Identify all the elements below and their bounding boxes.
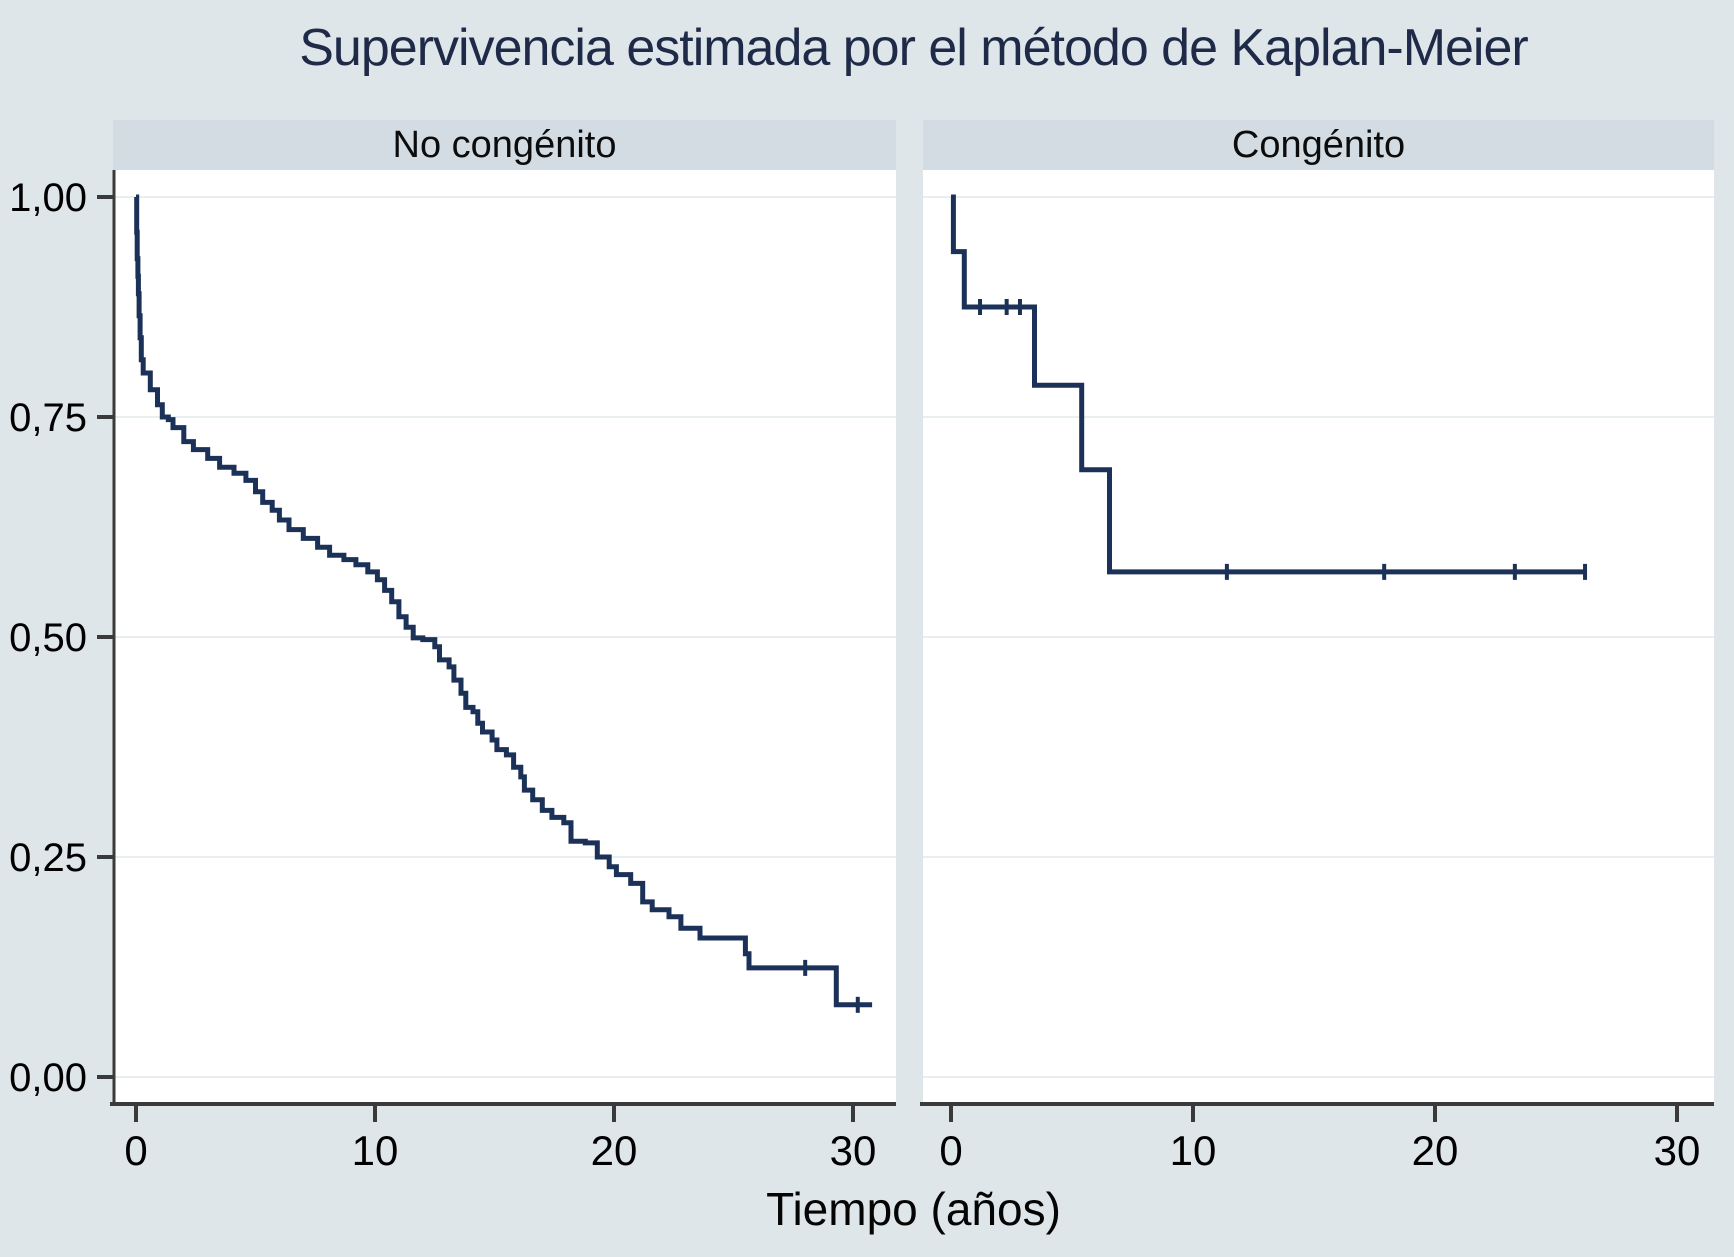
y-tick-label: 0,00: [9, 1056, 87, 1100]
x-tick-label: 30: [830, 1127, 877, 1174]
x-tick-label: 20: [591, 1127, 638, 1174]
panel-header-congenito: Congénito: [923, 120, 1714, 170]
x-tick-label: 10: [352, 1127, 399, 1174]
x-tick-label: 20: [1412, 1127, 1459, 1174]
km-curve-congenito: [950, 194, 1585, 575]
x-tick-label: 30: [1654, 1127, 1701, 1174]
y-tick-label: 1,00: [9, 176, 87, 220]
y-tick-label: 0,75: [9, 396, 87, 440]
panel-header-no-congenito: No congénito: [113, 120, 896, 170]
panel-header-label: Congénito: [1231, 123, 1406, 166]
x-axis-title: Tiempo (años): [766, 1183, 1061, 1235]
y-tick-label: 0,25: [9, 836, 87, 880]
panel-header-label: No congénito: [392, 123, 617, 166]
x-tick-label: 10: [1170, 1127, 1217, 1174]
y-tick-label: 0,50: [9, 616, 87, 660]
x-tick-label: 0: [939, 1127, 962, 1174]
chart-title: Supervivencia estimada por el método de …: [299, 19, 1528, 77]
x-tick-label: 0: [124, 1127, 147, 1174]
km-curve-no-congenito: [134, 194, 873, 1008]
